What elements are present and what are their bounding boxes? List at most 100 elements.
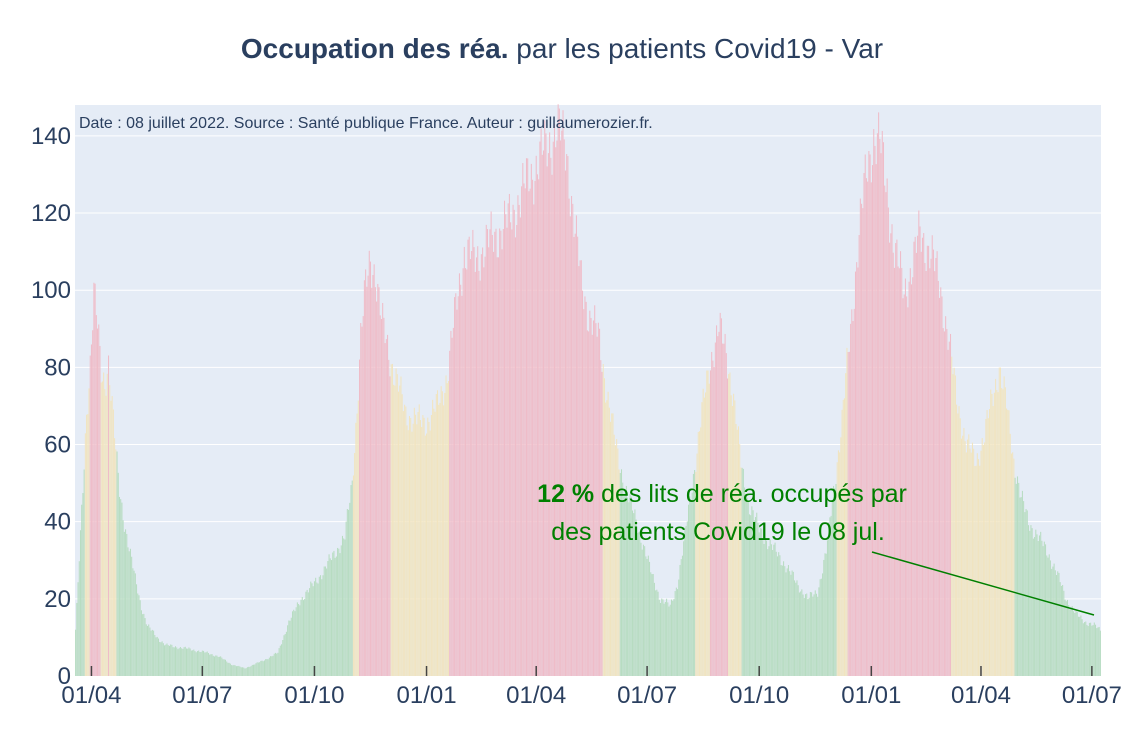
bar — [757, 522, 759, 676]
bar — [293, 609, 295, 676]
bar — [105, 395, 107, 676]
bar — [770, 544, 772, 676]
bar — [172, 647, 174, 676]
bar — [355, 422, 357, 676]
bar — [915, 252, 917, 676]
bar — [812, 596, 814, 676]
bar — [649, 561, 651, 676]
bar — [834, 488, 836, 676]
bar — [884, 185, 886, 677]
bar — [571, 195, 573, 676]
bar — [1024, 512, 1026, 676]
bar — [662, 599, 664, 676]
bar — [475, 257, 478, 676]
bar — [891, 224, 893, 677]
bar — [263, 660, 265, 676]
bar — [348, 509, 350, 676]
bar — [352, 475, 354, 676]
bar — [1086, 624, 1088, 676]
bar — [545, 133, 547, 676]
bar — [766, 540, 768, 676]
bar — [953, 367, 955, 676]
bar — [257, 662, 259, 676]
bar — [661, 598, 663, 676]
bar — [845, 373, 847, 676]
bar — [478, 270, 480, 676]
bar — [582, 290, 584, 676]
bar — [1082, 623, 1084, 676]
bar — [558, 108, 560, 676]
bar — [310, 581, 312, 676]
bar — [592, 320, 595, 676]
bar — [975, 465, 977, 676]
source-note: Date : 08 juillet 2022. Source : Santé p… — [79, 115, 653, 132]
bar — [951, 356, 953, 676]
bar — [727, 378, 729, 676]
bar — [415, 414, 417, 676]
bar — [898, 268, 900, 676]
bar — [568, 198, 570, 676]
bar — [1085, 621, 1087, 676]
y-tick-label: 0 — [58, 663, 71, 690]
bar — [846, 347, 848, 676]
bar — [867, 181, 869, 677]
bar — [121, 502, 123, 676]
bar — [522, 163, 524, 676]
bar — [696, 453, 698, 676]
bar — [463, 246, 465, 677]
bar — [513, 209, 515, 676]
bar — [613, 434, 615, 676]
bar — [471, 251, 473, 676]
bar — [1059, 582, 1061, 676]
bar — [245, 668, 247, 676]
x-tick-label: 01/10 — [284, 682, 344, 709]
bar — [642, 544, 644, 676]
bar — [820, 578, 822, 676]
bar — [295, 607, 297, 676]
bar — [369, 261, 372, 676]
bar — [717, 336, 719, 676]
bar — [829, 517, 831, 676]
bar — [107, 355, 110, 676]
bar — [594, 305, 596, 676]
bar — [628, 502, 630, 676]
bar — [668, 606, 670, 676]
bar — [758, 532, 760, 676]
bar — [561, 130, 563, 676]
bar — [384, 343, 386, 676]
bar — [636, 532, 638, 676]
bar — [689, 496, 691, 676]
bar — [575, 215, 577, 676]
bar — [875, 164, 877, 677]
bar — [438, 404, 440, 676]
bar — [1040, 531, 1042, 676]
bar — [101, 381, 103, 676]
bar — [285, 631, 287, 676]
bar — [332, 552, 334, 676]
bar — [881, 130, 883, 676]
bar — [943, 331, 945, 676]
bar — [1017, 476, 1019, 676]
bar — [165, 644, 167, 676]
bar — [271, 656, 273, 676]
bar — [1037, 541, 1039, 676]
bar — [852, 321, 854, 676]
bar — [819, 579, 821, 676]
bar — [808, 597, 810, 676]
bar — [864, 154, 866, 676]
bar — [651, 574, 653, 676]
bar — [596, 336, 598, 676]
bar — [631, 510, 633, 676]
bar — [374, 287, 376, 676]
bar — [700, 427, 702, 676]
bar — [969, 448, 971, 676]
bar — [839, 452, 841, 676]
bar — [624, 490, 626, 676]
bar — [764, 537, 766, 676]
bar — [255, 663, 257, 676]
bar — [645, 556, 647, 676]
bar — [940, 287, 942, 676]
bar — [985, 418, 987, 676]
bar — [769, 539, 771, 676]
bar — [155, 637, 157, 676]
